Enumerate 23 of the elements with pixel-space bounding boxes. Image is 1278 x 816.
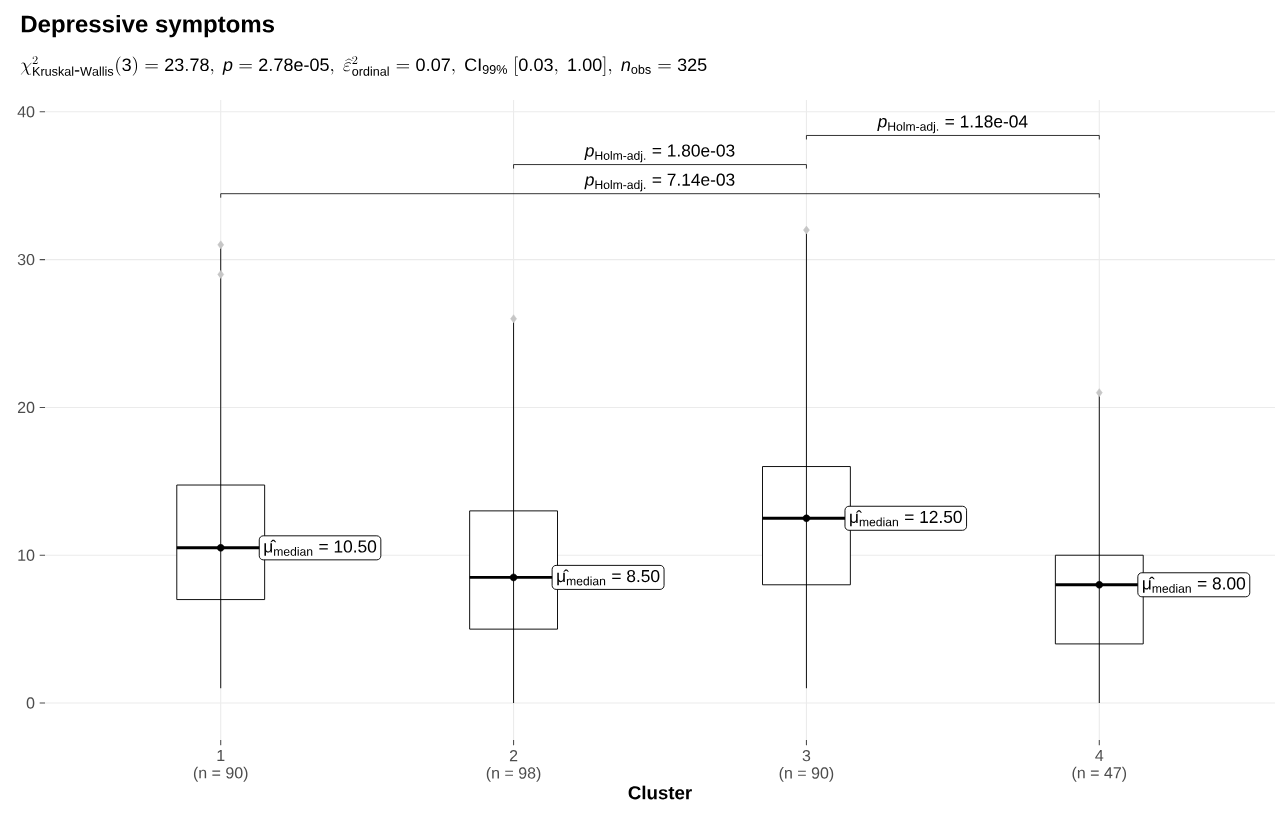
y-tick-label: 0 (26, 697, 35, 709)
x-tick-label: 3 (n = 90) (779, 750, 834, 782)
annotation: μ̂$_{median}$ = 8.00 (1143, 576, 1246, 593)
x-axis-title: Cluster (628, 785, 692, 800)
point (509, 573, 518, 582)
y-tick-label: 30 (17, 253, 35, 266)
annotation: μ̂$_{median}$ = 8.50 (557, 569, 660, 586)
x-tick-label: 4 (n = 47) (1072, 750, 1127, 782)
y-tick-label: 10 (18, 549, 35, 561)
x-tick-label: 1 (n = 90) (193, 750, 248, 782)
annotation: p$_{Holm-adj.}$ = 7.14e-03 (584, 173, 735, 192)
point (1095, 581, 1104, 589)
chart-title: Depressive symptoms (21, 14, 275, 38)
annotation: p$_{Holm-adj.}$ = 1.80e-03 (584, 144, 735, 163)
x-tick-label: 2 (n = 98) (486, 750, 541, 782)
y-tick-label: 20 (17, 401, 35, 414)
annotation: p$_{Holm-adj.}$ = 1.18e-04 (877, 115, 1028, 134)
annotation: μ̂$_{median}$ = 10.50 (264, 539, 377, 556)
y-tick-label: 40 (17, 106, 35, 118)
chart-subtitle: $\chi^{2}_{\mathrm{Kruskal\mbox{-}Wallis}}\mathrm{(3)} = \mathrm{23.78},\ \mathit{p} = \mathrm{2.78e\mbox{-}05},\ \widehat{\varepsilon}^{2}_{\mathrm{ordinal}} = \mathrm{0.07},\ \mathrm{CI}_{\mathrm{99\%}}\ \mathrm{[0.03,\ 1.00]},\ \mathit{n}_{\mathrm{obs}} = \mathrm{325}$ (20, 56, 707, 76)
point (802, 514, 811, 523)
annotation: μ̂$_{median}$ = 12.50 (850, 510, 962, 527)
point (216, 544, 225, 552)
